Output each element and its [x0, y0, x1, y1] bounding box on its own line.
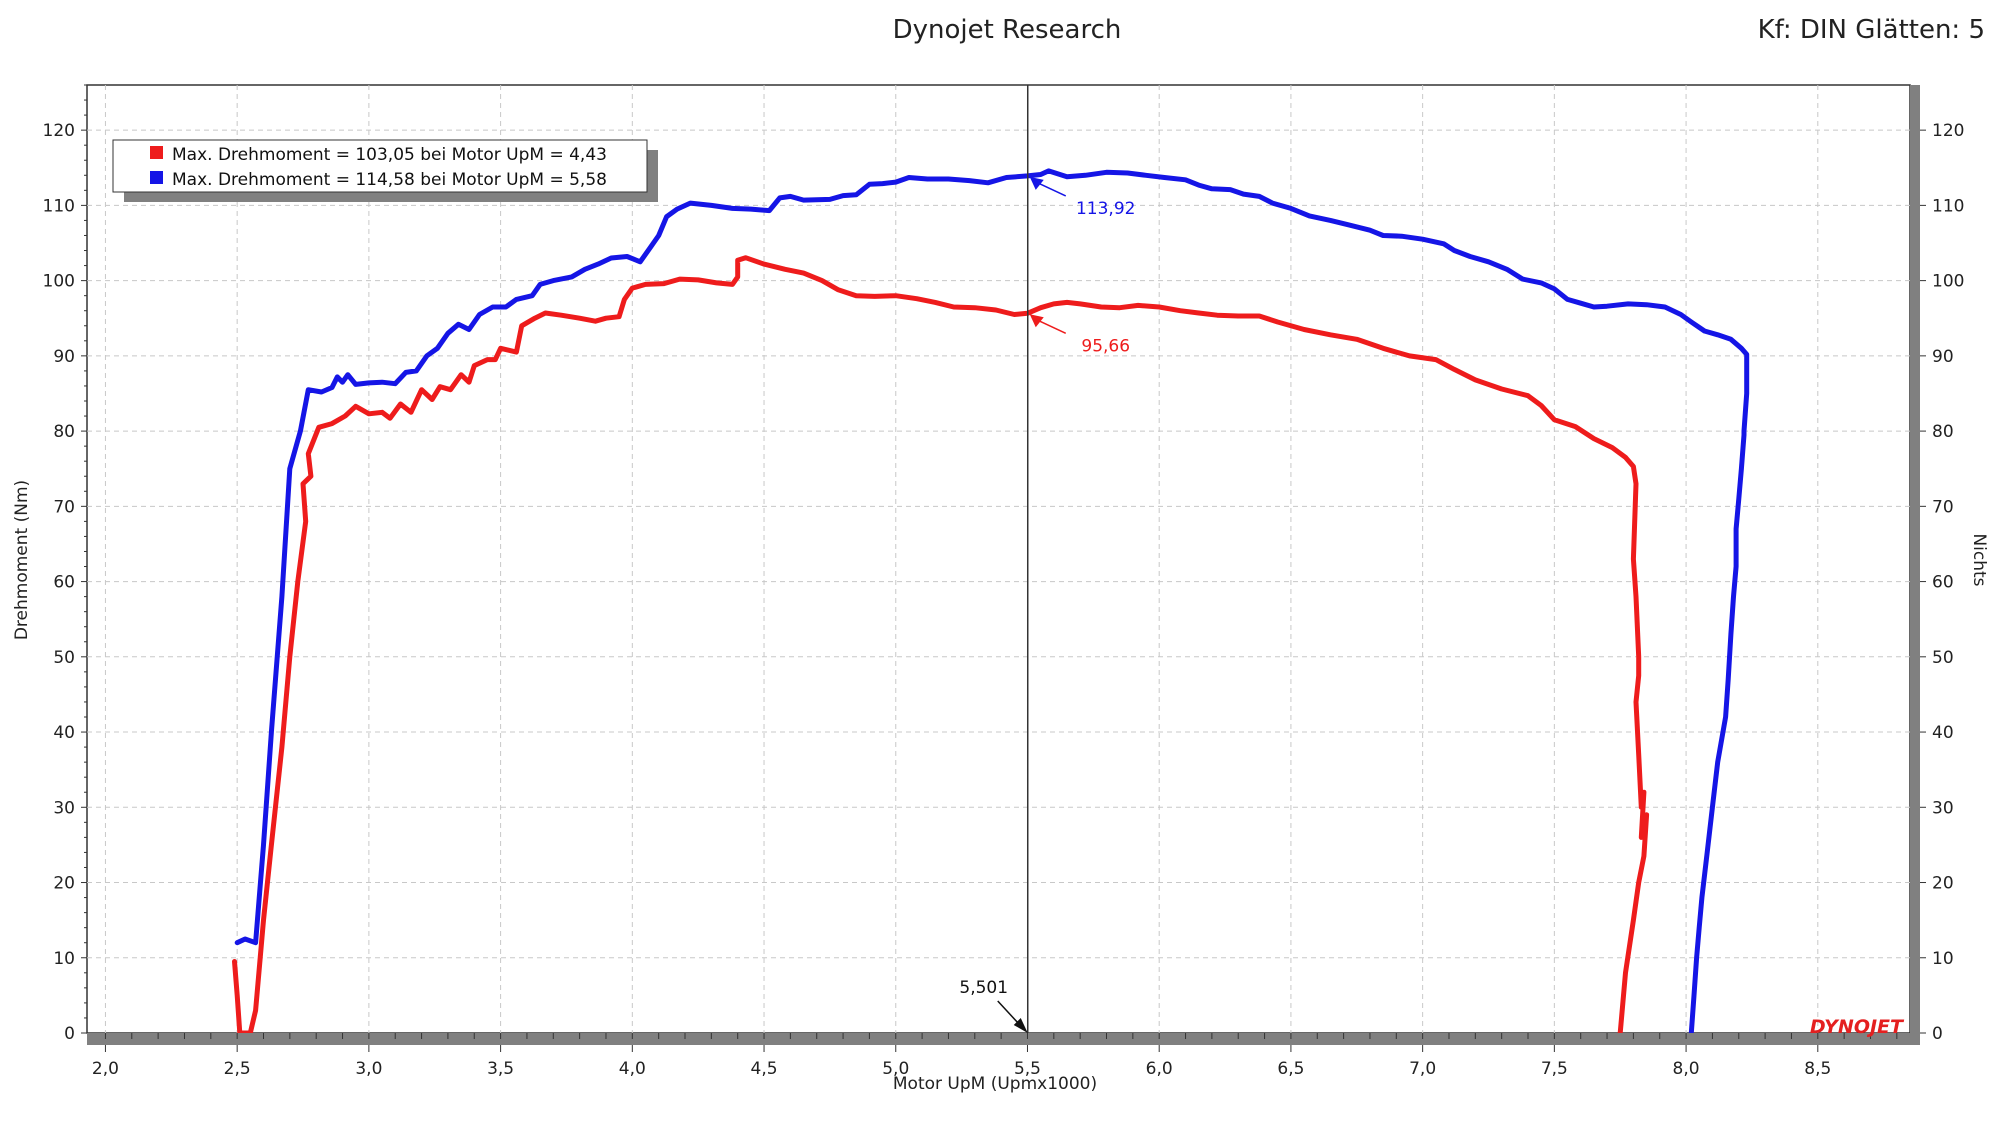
- y-tick-label: 110: [43, 196, 75, 216]
- y-tick-label: 20: [53, 874, 75, 894]
- x-tick-label: 2,5: [224, 1059, 251, 1079]
- chart-settings: Kf: DIN Glätten: 5: [1758, 15, 1985, 45]
- cursor-marker-arrow-0: [1029, 314, 1044, 328]
- y2-tick-label: 0: [1932, 1024, 1943, 1044]
- x-tick-label: 4,5: [751, 1059, 778, 1079]
- series-layer: [232, 168, 1750, 1033]
- x-tick-label: 6,0: [1146, 1059, 1173, 1079]
- x-tick-label: 7,5: [1541, 1059, 1568, 1079]
- y2-tick-label: 10: [1932, 949, 1954, 969]
- cursor-marker-line-0: [1035, 318, 1067, 334]
- y-tick-label: 120: [43, 121, 75, 141]
- x-tick-label: 3,0: [355, 1059, 382, 1079]
- legend-swatch-red: [150, 146, 163, 159]
- y-tick-label: 70: [53, 497, 75, 517]
- series-line-0: [232, 255, 1650, 1033]
- plot-area: [86, 84, 1911, 1034]
- y-tick-label: 60: [53, 573, 75, 593]
- x-axis-title: Motor UpM (Upmx1000): [893, 1074, 1097, 1094]
- y2-tick-label: 100: [1932, 272, 1964, 292]
- plot-base-band: [87, 1033, 1910, 1045]
- y2-tick-label: 80: [1932, 422, 1954, 442]
- y2-tick-label: 30: [1932, 798, 1954, 818]
- y2-axis-title: Nichts: [1969, 533, 1989, 586]
- cursor-x-arrow-head: [1013, 1018, 1028, 1033]
- y-tick-label: 90: [53, 347, 75, 367]
- y2-tick-label: 40: [1932, 723, 1954, 743]
- x-tick-label: 3,5: [487, 1059, 514, 1079]
- y2-tick-label: 120: [1932, 121, 1964, 141]
- y-tick-label: 80: [53, 422, 75, 442]
- legend-entry-blue: Max. Drehmoment = 114,58 bei Motor UpM =…: [172, 170, 607, 190]
- y2-tick-label: 70: [1932, 497, 1954, 517]
- y-tick-label: 100: [43, 272, 75, 292]
- legend-entry-red: Max. Drehmoment = 103,05 bei Motor UpM =…: [172, 145, 607, 165]
- y-tick-label: 50: [53, 648, 75, 668]
- y2-tick-label: 50: [1932, 648, 1954, 668]
- x-tick-label: 8,5: [1804, 1059, 1831, 1079]
- chart-title: Dynojet Research: [893, 15, 1122, 45]
- y-tick-label: 40: [53, 723, 75, 743]
- cursor-x-label: 5,501: [959, 978, 1008, 998]
- plot-right-band: [1910, 85, 1920, 1045]
- x-tick-label: 8,0: [1673, 1059, 1700, 1079]
- legend-swatch-blue: [150, 171, 163, 184]
- legend: Max. Drehmoment = 103,05 bei Motor UpM =…: [112, 139, 658, 202]
- y-tick-label: 30: [53, 798, 75, 818]
- x-tick-label: 5,5: [1014, 1059, 1041, 1079]
- y2-tick-label: 60: [1932, 573, 1954, 593]
- y2-tick-label: 110: [1932, 196, 1964, 216]
- y-tick-label: 0: [64, 1024, 75, 1044]
- series-line-1: [234, 168, 1750, 1033]
- dynojet-logo: DYNOJET: [1810, 1016, 1905, 1038]
- cursor-value-label-0: 95,66: [1081, 336, 1130, 356]
- cursor-marker-arrow-1: [1029, 176, 1044, 190]
- x-tick-label: 7,0: [1409, 1059, 1436, 1079]
- x-tick-label: 4,0: [619, 1059, 646, 1079]
- grid-layer: [87, 85, 1910, 1033]
- y-axis-title: Drehmoment (Nm): [12, 480, 32, 640]
- x-tick-label: 2,0: [92, 1059, 119, 1079]
- y2-tick-label: 90: [1932, 347, 1954, 367]
- cursor-value-label-1: 113,92: [1076, 199, 1135, 219]
- x-tick-label: 5,0: [882, 1059, 909, 1079]
- cursor-marker-line-1: [1035, 181, 1067, 197]
- y2-tick-label: 20: [1932, 874, 1954, 894]
- y-tick-label: 10: [53, 949, 75, 969]
- x-tick-label: 6,5: [1277, 1059, 1304, 1079]
- tick-layer: 0 0 10 10 20 20 30 30 40 40 50 50 60 60 70 70 80 80 90 90 10…: [43, 84, 1964, 1079]
- cursor-layer: 5,501 95,66 113,92: [959, 85, 1135, 1033]
- legend-box: [112, 139, 648, 193]
